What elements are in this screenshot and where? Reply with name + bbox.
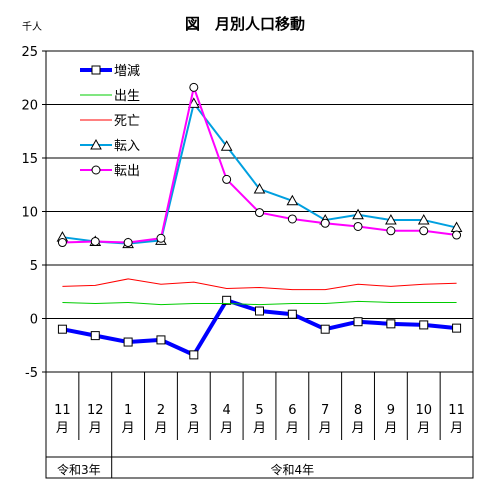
y-tick-label: 25 (21, 45, 38, 60)
x-tick-label: 12 (87, 403, 104, 418)
series-point-転出 (353, 221, 363, 231)
series-point-転出 (255, 208, 264, 218)
x-tick-label: 5 (255, 403, 263, 418)
series-point-転入 (90, 138, 102, 150)
y-axis-ticks: 25 20 15 10 5 0 -5 (21, 45, 46, 381)
series-死亡 (62, 278, 457, 291)
legend-label-転出: 転出 (114, 164, 140, 179)
series-point-増減 (123, 337, 133, 347)
x-tick-label: 7 (321, 403, 329, 418)
series-point-増減 (287, 309, 297, 319)
x-tick-label: 11 (448, 403, 465, 418)
x-tick-label: 4 (223, 403, 231, 418)
legend-label-転入: 転入 (114, 139, 140, 154)
y-tick-label: -5 (25, 366, 38, 381)
series-point-増減 (91, 65, 101, 75)
series-point-転出 (91, 165, 101, 175)
series-出生 (62, 300, 457, 306)
series-line-死亡 (62, 278, 457, 291)
x-tick-label: 2 (157, 403, 165, 418)
series-point-転入 (220, 140, 233, 151)
series-point-転出 (452, 230, 462, 240)
x-tick-label: 8 (354, 403, 362, 418)
y-tick-label: 20 (21, 99, 38, 114)
series-point-転入 (417, 214, 430, 225)
x-tick-month-suffix: 月 (253, 421, 266, 436)
series-point-増減 (452, 323, 462, 333)
series-group (56, 82, 463, 360)
x-tick-month-suffix: 月 (319, 421, 332, 436)
series-point-転出 (222, 174, 232, 184)
series-point-増減 (353, 317, 363, 327)
x-tick-label: 3 (190, 403, 198, 418)
era-label: 令和3年 (57, 462, 101, 477)
x-tick-month-suffix: 月 (220, 421, 233, 436)
chart-title: 図 月別人口移動 (185, 15, 305, 33)
series-point-増減 (57, 324, 67, 334)
series-point-転出 (90, 236, 100, 246)
grid-lines (46, 104, 473, 319)
series-転出 (57, 82, 462, 248)
x-tick-month-suffix: 月 (187, 421, 200, 436)
x-tick-month-suffix: 月 (154, 421, 167, 436)
series-増減 (57, 295, 462, 360)
era-label: 令和4年 (271, 462, 315, 477)
series-point-転出 (386, 226, 396, 236)
legend-label-出生: 出生 (114, 89, 140, 104)
series-point-増減 (419, 320, 429, 330)
y-axis-unit-label: 千人 (22, 21, 42, 33)
series-point-転入 (385, 214, 397, 225)
x-tick-label: 6 (288, 403, 296, 418)
x-tick-label: 10 (415, 403, 432, 418)
x-tick-month-suffix: 月 (122, 421, 135, 436)
legend-label-増減: 増減 (114, 63, 140, 79)
series-point-転出 (189, 82, 199, 92)
series-point-増減 (156, 335, 166, 345)
y-tick-label: 15 (21, 152, 38, 167)
series-point-転出 (419, 226, 429, 236)
x-tick-label: 11 (54, 403, 71, 418)
y-tick-label: 5 (30, 259, 38, 274)
series-point-転入 (352, 208, 364, 220)
x-tick-month-suffix: 月 (417, 421, 430, 436)
series-point-転出 (320, 218, 330, 228)
y-tick-label: 0 (30, 313, 38, 328)
x-tick-month-suffix: 月 (352, 421, 365, 436)
series-point-転入 (286, 194, 299, 206)
series-point-増減 (90, 331, 100, 341)
x-tick-month-suffix: 月 (286, 421, 299, 436)
series-point-増減 (222, 295, 232, 305)
series-line-出生 (62, 300, 457, 306)
series-point-増減 (320, 324, 330, 334)
x-tick-month-suffix: 月 (450, 421, 463, 436)
x-tick-month-suffix: 月 (384, 421, 397, 436)
x-tick-month-suffix: 月 (56, 421, 69, 436)
x-tick-label: 1 (124, 403, 132, 418)
series-point-増減 (255, 306, 264, 316)
series-point-転出 (287, 214, 297, 224)
x-tick-label: 9 (387, 403, 395, 418)
y-tick-label: 10 (21, 206, 38, 221)
series-point-増減 (189, 350, 199, 360)
series-point-転出 (156, 233, 166, 243)
series-point-転出 (57, 238, 67, 248)
series-point-転入 (253, 183, 266, 194)
series-point-転出 (123, 238, 133, 248)
x-tick-month-suffix: 月 (89, 421, 102, 436)
series-point-増減 (386, 319, 396, 329)
legend-label-死亡: 死亡 (114, 114, 140, 129)
